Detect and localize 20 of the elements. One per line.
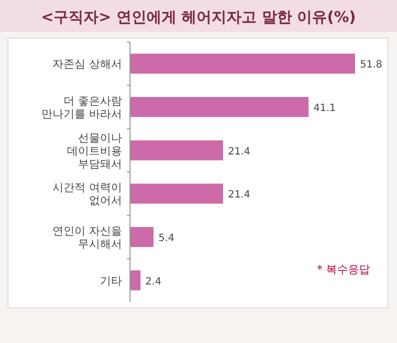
bar: [130, 54, 355, 74]
annotation: * 복수응답: [317, 263, 370, 276]
y-tick-label: 더 좋은사람 만나기를 바라서: [42, 94, 122, 120]
y-tick-label: 시간적 여력이 없어서: [52, 181, 122, 208]
data-label: 41.1: [314, 103, 336, 114]
data-label: 21.4: [228, 146, 250, 158]
chart-title: <구직자> 연인에게 헤어지자고 말한 이유(%): [41, 8, 356, 26]
bar: [130, 227, 154, 247]
y-tick-label: 기타: [100, 274, 122, 288]
y-tick-label: 선물이나 데이트비용 부담돼서: [67, 131, 122, 170]
data-label: 5.4: [158, 233, 174, 244]
y-tick-label: 연인이 자신을 무시해서: [52, 224, 122, 250]
data-label: 2.4: [145, 276, 162, 288]
y-tick-label: 자존심 상해서: [52, 58, 122, 71]
bar: [130, 184, 223, 204]
bar: [130, 140, 223, 160]
bar: [130, 97, 309, 117]
data-label: 51.8: [360, 60, 382, 71]
bar: [130, 270, 140, 290]
data-label: 21.4: [228, 190, 250, 201]
